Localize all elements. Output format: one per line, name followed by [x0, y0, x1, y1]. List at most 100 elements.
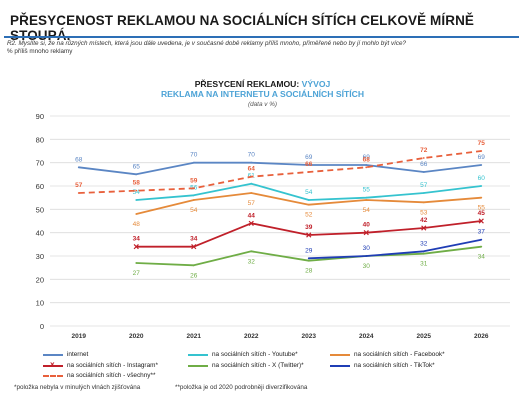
legend-swatch [330, 353, 350, 356]
data-point [422, 252, 425, 255]
data-point [250, 250, 253, 253]
data-point-marker [478, 218, 484, 224]
footnote-1: *položka nebyla v minulých vlnách zjišťo… [14, 384, 141, 391]
data-label: 34 [190, 236, 198, 243]
y-tick-label: 60 [36, 182, 44, 191]
y-tick-label: 70 [36, 159, 44, 168]
data-point-marker [191, 244, 197, 250]
data-point [365, 255, 368, 257]
data-label: 66 [420, 161, 428, 168]
data-point [480, 185, 483, 187]
data-label: 57 [420, 182, 428, 189]
data-label: 66 [305, 161, 313, 168]
data-point [192, 161, 195, 164]
y-tick-label: 80 [36, 135, 44, 144]
y-tick-label: 30 [36, 252, 44, 261]
data-point-marker [421, 225, 427, 231]
x-tick-label: 2021 [187, 333, 202, 340]
data-point [480, 238, 483, 241]
x-tick-label: 2022 [244, 333, 259, 340]
data-label: 57 [248, 200, 256, 207]
data-label: 42 [420, 217, 428, 224]
data-point [480, 245, 483, 248]
data-point [365, 164, 368, 166]
legend-item: × na sociálních sítích - Instagram* [43, 360, 158, 369]
chart-unit-note: (data v %) [247, 101, 278, 108]
y-tick-label: 90 [36, 112, 44, 121]
data-point [365, 196, 368, 199]
data-label: 54 [305, 189, 313, 196]
x-tick-label: 2026 [474, 333, 489, 340]
y-tick-label: 40 [36, 229, 44, 238]
data-label: 58 [133, 180, 141, 187]
measure-note: % příliš mnoho reklamy [7, 48, 73, 55]
legend-marker: × [50, 359, 55, 369]
data-label: 34 [133, 236, 141, 243]
data-label: 68 [75, 156, 83, 163]
data-label: 54 [133, 189, 141, 196]
series-line [78, 161, 482, 176]
data-point [480, 150, 483, 152]
data-point [307, 259, 310, 262]
series-line [78, 150, 482, 194]
data-label: 40 [363, 222, 371, 229]
data-label: 69 [305, 154, 313, 161]
data-label: 59 [190, 177, 198, 184]
data-label: 72 [420, 147, 428, 154]
data-point [307, 203, 310, 206]
legend-swatch [188, 353, 208, 356]
x-tick-label: 2023 [302, 333, 317, 340]
data-point [135, 262, 138, 264]
data-point [422, 171, 425, 173]
data-point-marker [306, 232, 312, 238]
data-label: 64 [248, 166, 256, 173]
data-label: 54 [363, 207, 371, 214]
legend-item: internet [43, 351, 88, 358]
data-label: 26 [190, 272, 198, 279]
data-point [365, 199, 368, 201]
data-label: 28 [305, 268, 313, 275]
y-tick-label: 50 [36, 205, 44, 214]
data-point [365, 166, 368, 169]
legend-item: na sociálních sítích - všechny** [43, 372, 155, 379]
data-label: 30 [363, 245, 371, 252]
data-point [135, 173, 138, 176]
data-point [250, 161, 253, 164]
data-point [135, 199, 138, 201]
title-underline [4, 36, 519, 38]
line-chart: 0 10 20 30 40 50 60 70 80 90 2019 2020 2021 2022 2023 2… [36, 112, 510, 340]
survey-question: R2. Myslíte si, že na různých místech, k… [7, 40, 406, 47]
data-point [422, 201, 425, 204]
data-point [480, 196, 483, 199]
footnote-2: **položka je od 2020 podrobněji diverzif… [175, 384, 308, 391]
data-point [307, 164, 310, 166]
legend-item: na sociálních sítích - X (Twitter)* [188, 362, 304, 369]
data-point [250, 175, 253, 178]
data-point [480, 164, 483, 166]
legend-swatch [188, 364, 208, 367]
x-tick-label: 2025 [417, 333, 432, 340]
data-point [192, 187, 195, 190]
data-label: 53 [420, 209, 428, 216]
legend-swatch [43, 353, 63, 356]
data-point-marker [248, 220, 254, 226]
data-point [135, 213, 138, 215]
data-label: 45 [478, 210, 486, 217]
data-point [192, 194, 195, 197]
legend-swatch [43, 374, 63, 377]
data-label: 48 [133, 221, 141, 228]
data-point [192, 264, 195, 267]
legend-swatch: × [43, 360, 63, 368]
legend-item: na sociálních sítích - TikTok* [330, 362, 435, 369]
data-point [307, 257, 310, 260]
data-point [192, 199, 195, 201]
data-label: 30 [363, 263, 371, 270]
data-label: 69 [363, 154, 371, 161]
legend-label: na sociálních sítích - Facebook* [354, 351, 445, 358]
data-label: 34 [478, 254, 486, 261]
data-point [77, 192, 80, 194]
data-label: 70 [190, 152, 198, 159]
data-label: 39 [305, 224, 313, 231]
data-point [422, 192, 425, 194]
legend-label: na sociálních sítích - TikTok* [354, 362, 435, 369]
